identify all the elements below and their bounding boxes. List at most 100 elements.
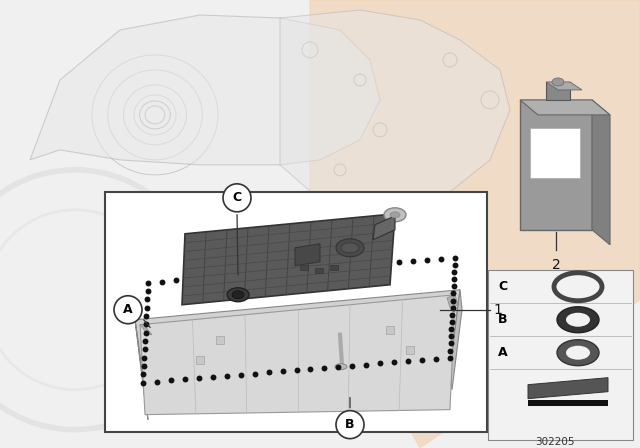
Point [449,276,459,283]
Point [140,329,150,336]
Polygon shape [373,216,395,240]
Point [449,261,460,268]
Point [366,261,376,268]
Polygon shape [140,295,455,415]
Circle shape [223,184,251,212]
Text: 2: 2 [552,258,561,272]
Point [194,375,204,382]
Point [157,278,167,285]
Bar [386,326,394,334]
Point [268,269,278,276]
Point [447,304,458,311]
Text: 1: 1 [493,303,502,317]
Point [447,311,457,319]
Point [138,371,148,378]
Point [264,369,274,376]
Point [221,372,232,379]
Point [152,378,162,385]
Bar [520,100,592,230]
Bar [330,265,338,270]
Bar [105,192,487,431]
Point [227,272,237,280]
Point [310,266,321,273]
Polygon shape [30,15,380,165]
Point [361,361,371,368]
Point [171,277,181,284]
Point [333,363,344,370]
Point [445,347,456,354]
Polygon shape [135,290,460,400]
Bar [315,268,323,273]
Bar [406,346,414,354]
Ellipse shape [335,364,347,370]
Point [212,273,223,280]
Bar [530,128,580,178]
Point [198,275,209,282]
Bar [300,265,308,270]
Polygon shape [520,100,610,115]
Point [448,297,458,304]
Point [250,370,260,377]
Point [339,263,349,271]
Bar [488,270,633,439]
Point [255,270,265,277]
Point [139,354,149,361]
Point [446,326,456,333]
Point [138,379,148,386]
Ellipse shape [566,313,590,327]
Point [277,368,287,375]
Point [142,296,152,303]
Polygon shape [528,378,608,399]
Ellipse shape [557,307,599,333]
Polygon shape [546,82,582,90]
Point [403,358,413,365]
Bar [546,82,570,100]
Point [408,258,419,265]
Polygon shape [135,320,148,420]
Bar [196,356,204,364]
Point [236,371,246,378]
Point [207,374,218,381]
Ellipse shape [232,291,244,299]
Point [445,340,456,347]
Polygon shape [280,10,510,200]
Point [449,268,460,276]
Point [140,337,150,345]
Point [448,290,458,297]
Bar [528,400,608,405]
Point [347,362,357,369]
Text: A: A [498,346,508,359]
Point [241,271,251,278]
Point [141,313,152,320]
Text: B: B [498,313,508,326]
Point [394,259,404,266]
Polygon shape [592,100,610,245]
Polygon shape [182,214,395,305]
Polygon shape [295,244,320,266]
Point [305,366,316,373]
Text: B: B [345,418,355,431]
Ellipse shape [384,208,406,222]
Point [143,279,153,286]
Ellipse shape [552,78,564,86]
Point [389,359,399,366]
Text: 302205: 302205 [535,437,575,447]
Point [291,366,301,374]
Point [380,260,390,267]
Ellipse shape [341,243,359,253]
Point [282,268,292,275]
Ellipse shape [557,340,599,366]
Text: A: A [123,303,133,316]
Ellipse shape [227,288,249,302]
Point [296,267,307,274]
Point [139,362,149,370]
Point [422,256,432,263]
Point [375,360,385,367]
Point [446,333,456,340]
Point [352,262,362,269]
Point [143,288,153,295]
Point [180,376,190,383]
Point [436,255,446,263]
Text: C: C [232,191,241,204]
Point [449,283,459,290]
